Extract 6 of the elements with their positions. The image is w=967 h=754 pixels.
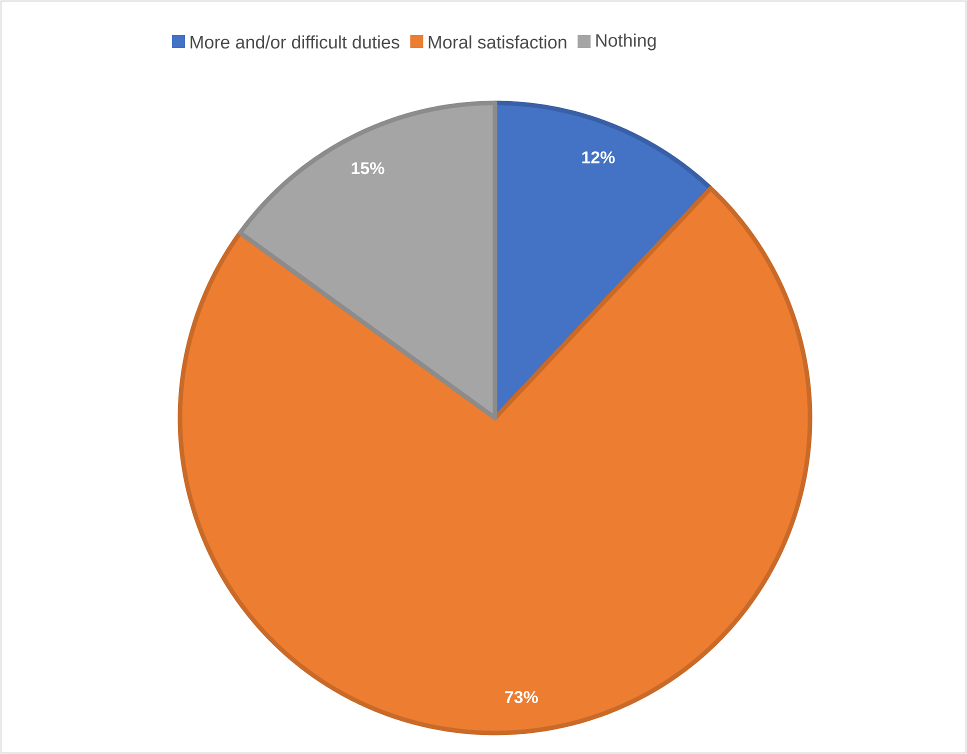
data-label: 73% bbox=[505, 691, 538, 704]
data-label: 15% bbox=[352, 162, 384, 174]
legend-label: Moral satisfaction bbox=[428, 35, 566, 49]
data-label: 12% bbox=[582, 151, 615, 164]
legend-label: Nothing bbox=[596, 34, 656, 50]
legend-label: More and/or difficult duties bbox=[190, 35, 400, 49]
